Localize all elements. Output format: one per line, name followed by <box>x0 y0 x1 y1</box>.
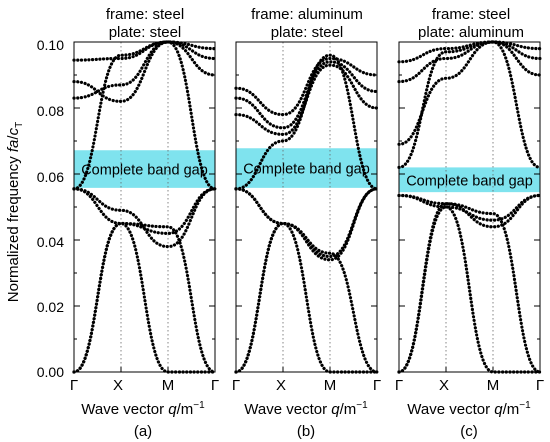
y-tick-label: 0.02 <box>37 299 64 315</box>
x-axis-label-italic: q <box>494 401 503 418</box>
x-axis-label-italic: q <box>331 401 340 418</box>
dispersion-curve <box>72 40 217 62</box>
band-gap-region <box>399 167 540 193</box>
plot-area: Complete band gap <box>72 40 217 374</box>
dispersion-curve <box>397 40 542 64</box>
dispersion-curve <box>72 187 217 249</box>
y-axis-label: Normalized frequency fa/cT <box>5 122 25 302</box>
panel-title-line1: frame: steel <box>432 6 510 23</box>
panel-label: (b) <box>297 423 315 440</box>
dispersion-curve <box>397 193 542 229</box>
dispersion-curve <box>234 221 379 374</box>
y-tick-label: 0.10 <box>37 37 64 53</box>
dispersion-curve <box>397 205 542 374</box>
dispersion-curve <box>234 221 379 374</box>
x-tick-label: X <box>276 377 286 394</box>
dispersion-curve <box>72 221 217 374</box>
x-tick-label: M <box>487 377 500 394</box>
dispersion-curve <box>234 187 379 259</box>
dispersion-curve <box>72 40 217 100</box>
dispersion-curve <box>72 221 217 374</box>
x-axis-label: Wave vector q/m−1 <box>81 400 205 418</box>
y-axis-label-italic: fa <box>5 140 22 153</box>
x-axis-label-unit: /m <box>340 401 357 418</box>
dispersion-curve <box>234 187 379 262</box>
panel-c: frame: steel plate: aluminum Complete ba… <box>395 6 544 440</box>
panel-title-line2: plate: aluminum <box>418 24 524 41</box>
band-gap-label: Complete band gap <box>81 163 208 179</box>
band-gap-label: Complete band gap <box>406 173 533 189</box>
x-axis-label-main: Wave vector <box>407 401 494 418</box>
dispersion-curve <box>397 40 542 84</box>
x-tick-label: Γ <box>373 377 381 394</box>
panel-label: (c) <box>460 423 478 440</box>
panel-title-line2: plate: steel <box>109 24 182 41</box>
dispersion-curve <box>234 63 379 137</box>
dispersion-curve <box>234 60 379 130</box>
x-tick-label: Γ <box>70 377 78 394</box>
band-gap-label: Complete band gap <box>243 162 370 178</box>
x-axis-label-exp: −1 <box>356 400 368 411</box>
panel-label: (a) <box>134 423 152 440</box>
plot-area: Complete band gap <box>397 40 542 374</box>
dispersion-curve <box>397 40 542 146</box>
dispersion-curve <box>234 56 379 117</box>
y-tick-label: 0.00 <box>37 364 64 380</box>
x-tick-label: Γ <box>536 377 544 394</box>
x-tick-label: M <box>324 377 337 394</box>
plot-area: Complete band gap <box>234 41 379 374</box>
panel-title-line2: plate: steel <box>271 24 344 41</box>
x-tick-label: M <box>162 377 175 394</box>
y-axis-label-sub: T <box>14 122 25 128</box>
x-tick-label: Γ <box>395 377 403 394</box>
y-tick-labels: 0.00 0.02 0.04 0.06 0.08 0.10 <box>37 37 64 380</box>
x-tick-label: Γ <box>211 377 219 394</box>
panel-a: frame: steel plate: steel Complete band … <box>70 6 219 440</box>
band-gap-region <box>74 150 215 188</box>
dispersion-curve <box>397 202 542 374</box>
x-axis-label-exp: −1 <box>193 400 205 411</box>
panel-title-line1: frame: aluminum <box>251 6 363 23</box>
dispersion-curve <box>397 40 542 169</box>
x-tick-label: Γ <box>232 377 240 394</box>
x-tick-label: X <box>439 377 449 394</box>
panel-title-line1: frame: steel <box>106 6 184 23</box>
y-tick-label: 0.04 <box>37 234 64 250</box>
panel-b: frame: aluminum plate: steel Complete ba… <box>232 6 381 440</box>
x-axis-label: Wave vector q/m−1 <box>407 400 531 418</box>
y-tick-label: 0.08 <box>37 103 64 119</box>
x-axis-label-main: Wave vector <box>244 401 331 418</box>
x-axis-label-italic: q <box>168 401 177 418</box>
x-tick-label: X <box>113 377 123 394</box>
x-axis-label: Wave vector q/m−1 <box>244 400 368 418</box>
x-axis-label-unit: /m <box>177 401 194 418</box>
dispersion-curve <box>397 193 542 222</box>
y-axis-label-c: c <box>5 127 22 135</box>
x-axis-label-main: Wave vector <box>81 401 168 418</box>
x-axis-label-exp: −1 <box>519 400 531 411</box>
y-tick-label: 0.06 <box>37 169 64 185</box>
y-axis-label-slash: / <box>5 135 22 140</box>
dispersion-curve <box>72 40 217 104</box>
x-axis-label-unit: /m <box>503 401 520 418</box>
y-axis-label-main: Normalized frequency <box>5 152 22 302</box>
